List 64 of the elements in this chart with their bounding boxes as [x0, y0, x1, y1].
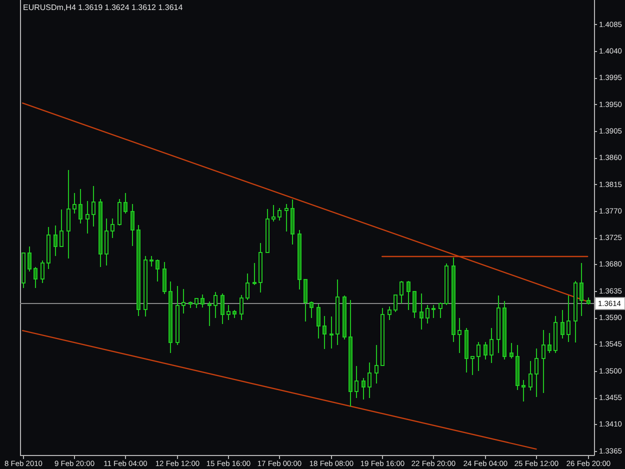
candlestick: [252, 262, 256, 286]
candlestick: [432, 304, 436, 319]
candlestick: [322, 315, 326, 350]
candlestick: [510, 342, 514, 359]
candlestick: [214, 292, 218, 319]
candlestick: [110, 218, 114, 239]
candlestick: [304, 279, 308, 322]
candlestick: [560, 309, 564, 339]
candlestick: [92, 186, 96, 227]
candlestick: [118, 198, 122, 226]
candlestick: [566, 295, 570, 342]
candlestick: [278, 207, 282, 221]
candlestick: [124, 192, 128, 214]
candlestick: [240, 294, 244, 320]
candlestick: [362, 377, 366, 400]
chart-title: EURUSDm,H4 1.3619 1.3624 1.3612 1.3614: [23, 3, 184, 12]
candlestick: [200, 294, 204, 308]
candlestick: [60, 209, 64, 248]
candlestick: [208, 301, 212, 326]
candlestick: [226, 304, 230, 320]
candlestick: [104, 218, 108, 266]
candlestick: [310, 301, 314, 319]
candlestick: [72, 192, 76, 214]
candlestick: [534, 348, 538, 398]
candlestick: [156, 258, 160, 282]
candlestick: [406, 280, 410, 310]
candlestick: [162, 261, 166, 294]
candlestick: [484, 341, 488, 360]
candlestick: [354, 366, 358, 399]
candlestick: [522, 379, 526, 402]
candlestick: [220, 292, 224, 325]
candlestick: [54, 225, 58, 256]
candlestick: [150, 255, 154, 268]
candlestick: [394, 294, 398, 313]
candlestick: [490, 328, 494, 364]
candlestick: [368, 362, 372, 399]
candlestick: [34, 266, 38, 288]
candlestick: [388, 306, 392, 320]
candlestick: [66, 170, 70, 259]
candlestick: [470, 356, 474, 376]
candlestick: [330, 316, 334, 349]
candlestick: [420, 292, 424, 330]
candlestick: [272, 204, 276, 222]
candlestick: [86, 200, 90, 234]
candlestick: [548, 332, 552, 354]
candlestick: [246, 273, 250, 300]
candlestick: [528, 360, 532, 391]
candlestick: [40, 260, 44, 284]
candlestick: [438, 302, 442, 319]
candlestick: [458, 318, 462, 354]
candlestick: [374, 344, 378, 384]
candlestick: [580, 262, 584, 316]
candlestick: [426, 304, 430, 324]
candlestick: [412, 290, 416, 319]
candlestick: [542, 329, 546, 394]
candlestick: [316, 303, 320, 339]
candlestick: [130, 203, 134, 246]
candlestick: [476, 341, 480, 372]
candlestick: [182, 288, 186, 314]
candlestick: [400, 280, 404, 304]
candlestick: [78, 188, 82, 224]
candlestick: [28, 246, 32, 272]
candlestick: [194, 298, 198, 309]
candlestick: [284, 203, 288, 232]
